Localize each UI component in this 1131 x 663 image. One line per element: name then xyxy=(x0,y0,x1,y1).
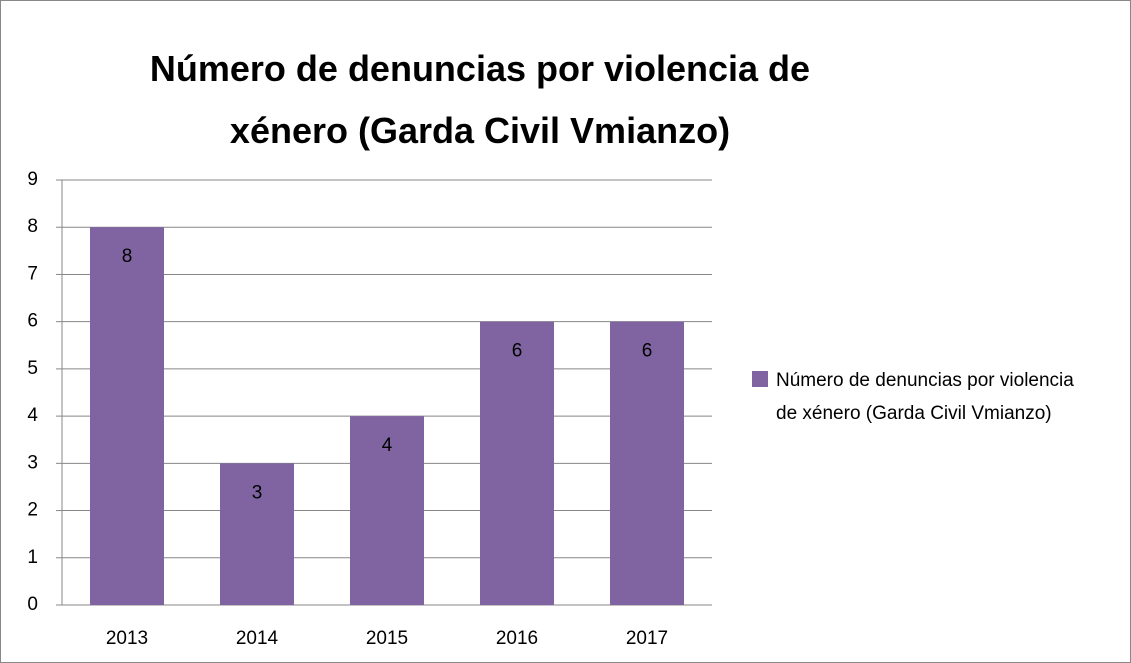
data-label: 6 xyxy=(512,341,523,362)
data-label: 6 xyxy=(642,341,653,362)
y-tick-label: 4 xyxy=(27,405,38,426)
x-tick-label: 2017 xyxy=(626,628,668,649)
x-tick-label: 2015 xyxy=(366,628,408,649)
y-tick-label: 0 xyxy=(27,594,38,615)
y-tick-label: 7 xyxy=(27,263,38,284)
bar xyxy=(350,416,424,605)
bar xyxy=(610,321,684,605)
y-tick-label: 3 xyxy=(27,452,38,473)
bar xyxy=(220,463,294,605)
y-tick-label: 2 xyxy=(27,500,38,521)
y-tick-label: 8 xyxy=(27,216,38,237)
y-tick-label: 9 xyxy=(27,169,38,190)
y-tick-label: 6 xyxy=(27,311,38,332)
legend-swatch xyxy=(752,371,768,387)
chart-title: Número de denuncias por violencia de xén… xyxy=(149,48,811,151)
y-tick-label: 5 xyxy=(27,358,38,379)
x-tick-label: 2013 xyxy=(106,628,148,649)
x-tick-label: 2014 xyxy=(236,628,279,649)
bar xyxy=(480,321,554,605)
data-label: 8 xyxy=(122,246,133,267)
x-tick-label: 2016 xyxy=(496,628,538,649)
y-tick-label: 1 xyxy=(27,547,38,568)
legend: Número de denuncias por violencia de xén… xyxy=(752,364,1082,430)
data-label: 3 xyxy=(252,482,263,503)
data-label: 4 xyxy=(382,435,393,456)
legend-label: Número de denuncias por violencia de xén… xyxy=(776,370,1074,424)
bar xyxy=(90,227,164,605)
